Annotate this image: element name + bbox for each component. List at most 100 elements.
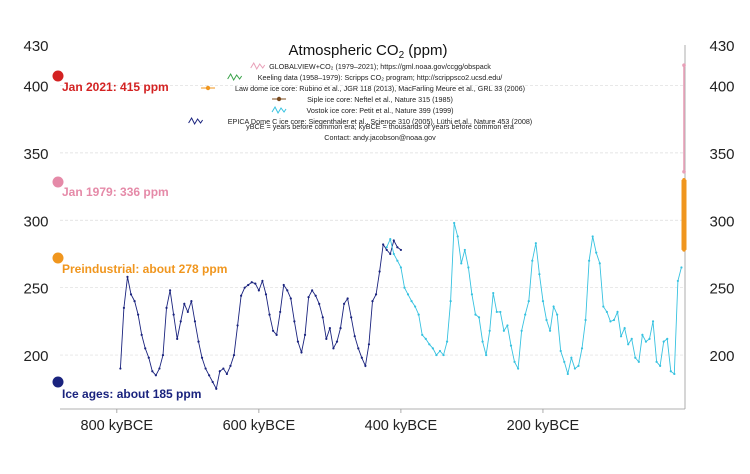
series-point: [161, 353, 165, 357]
series-point: [460, 262, 463, 265]
series-point: [268, 313, 271, 316]
series-point: [243, 286, 246, 289]
series-point: [659, 364, 662, 367]
annotations: Jan 2021: 415 ppm Jan 1979: 336 ppm Preind…: [52, 70, 227, 401]
annotation-dot: [52, 252, 64, 264]
legend-entry-text: Siple ice core: Neftel et al., Nature 31…: [307, 95, 453, 104]
series-point: [627, 343, 630, 346]
series-point: [566, 372, 569, 376]
legend-marker-squiggle: [188, 116, 204, 126]
series-point: [204, 367, 207, 370]
series-point: [669, 370, 672, 373]
series-point: [399, 266, 403, 269]
series-point: [385, 248, 388, 252]
series-point: [147, 356, 150, 359]
series-point: [428, 343, 431, 346]
svg-text:Atmospheric CO2 (ppm): Atmospheric CO2 (ppm): [289, 42, 448, 61]
series-point: [602, 305, 605, 308]
legend-marker-squiggle: [250, 61, 266, 71]
series-1: [385, 221, 683, 376]
series-point: [492, 291, 495, 295]
y-tick-label-right: 200: [709, 348, 734, 365]
series-point: [573, 367, 577, 370]
series-line: [119, 239, 402, 391]
y-tick-label-left: 300: [23, 213, 48, 230]
legend-note-contact: Contact: andy.jacobson@noaa.gov: [324, 133, 436, 142]
series-point: [644, 340, 648, 343]
series-point: [307, 296, 310, 299]
series-point: [485, 353, 488, 357]
series-point: [651, 320, 655, 323]
legend-marker-dot: [276, 96, 282, 102]
series-point: [364, 364, 367, 367]
series-point: [520, 329, 523, 332]
series-point: [318, 302, 321, 305]
y-tick-label-right: 350: [709, 146, 734, 163]
series-point: [619, 335, 623, 338]
series-point: [563, 360, 566, 363]
x-tick-labels: 800 kyBCE 600 kyBCE 400 kyBCE 200 kyBCE: [81, 409, 580, 434]
series-point: [183, 302, 186, 305]
series-point: [232, 353, 236, 357]
series-point: [389, 252, 392, 256]
series-point: [346, 297, 349, 300]
series-point: [676, 279, 679, 283]
series-point: [527, 300, 530, 303]
series-point: [218, 370, 221, 373]
series-point: [403, 286, 406, 289]
series-point: [122, 306, 126, 309]
series-point: [208, 374, 211, 377]
series-point: [151, 370, 154, 373]
series-point: [552, 305, 555, 308]
series-point: [325, 337, 328, 340]
series-point: [499, 310, 502, 314]
series-point: [396, 259, 399, 262]
series-point: [314, 294, 317, 297]
legend-entry-text: Vostok ice core: Petit et al., Nature 39…: [306, 106, 453, 115]
series-point: [588, 259, 591, 262]
series-point: [591, 235, 594, 238]
series-point: [442, 353, 445, 357]
series-point: [538, 273, 541, 276]
series-point: [541, 300, 545, 303]
series-point: [126, 275, 129, 278]
series-point: [197, 340, 200, 343]
series-point: [513, 360, 516, 363]
series-point: [279, 310, 282, 314]
series-point: [229, 364, 232, 367]
series-point: [634, 356, 637, 359]
series-point: [524, 313, 527, 316]
series-point: [598, 262, 601, 265]
series-point: [350, 316, 353, 319]
series-point: [176, 337, 179, 340]
series-point: [431, 347, 434, 350]
series-point: [616, 310, 619, 314]
series-point: [666, 337, 669, 340]
series-point: [140, 333, 143, 336]
legend-entry-text: Law dome ice core: Rubino et al., JGR 11…: [235, 84, 525, 93]
series-point: [406, 293, 410, 296]
series-point: [119, 367, 122, 370]
series-point: [637, 360, 640, 363]
series-point: [339, 327, 342, 330]
series-point: [382, 243, 385, 246]
series-point: [682, 231, 686, 236]
series-point: [321, 316, 324, 319]
x-tick-label: 200 kyBCE: [507, 418, 580, 434]
annotation-label: Jan 1979: 336 ppm: [62, 185, 169, 199]
series-point: [282, 283, 285, 287]
series-point: [682, 63, 686, 68]
series-point: [570, 356, 573, 359]
series-point: [335, 340, 339, 343]
legend-marker-squiggle: [271, 105, 287, 115]
y-tick-label-left: 400: [23, 78, 48, 95]
series-point: [247, 283, 250, 287]
series-point: [286, 289, 289, 292]
data-series: [119, 63, 687, 391]
series-point: [392, 252, 395, 256]
series-point: [342, 302, 346, 305]
series-point: [367, 343, 371, 346]
series-point: [453, 221, 456, 225]
series-point: [215, 387, 218, 390]
series-point: [467, 266, 470, 269]
